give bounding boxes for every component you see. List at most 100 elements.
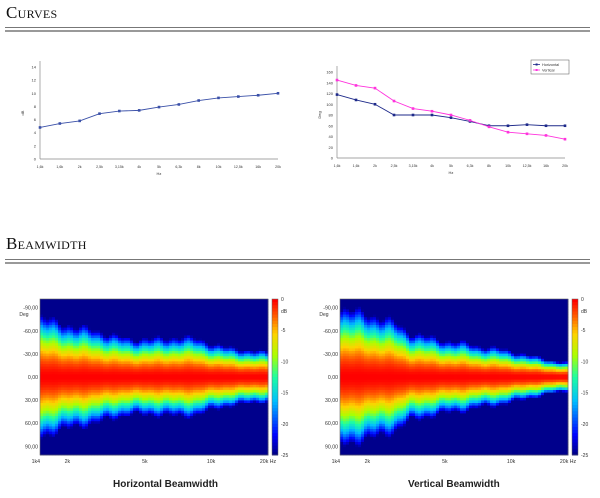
heatmap-cell	[40, 312, 44, 315]
heatmap-cell	[73, 379, 77, 383]
heatmap-cell	[127, 369, 131, 373]
heatmap-cell	[121, 335, 125, 339]
heatmap-cell	[235, 434, 239, 438]
heatmap-cell	[97, 322, 101, 326]
heatmap-cell	[160, 400, 164, 404]
heatmap-cell	[211, 395, 215, 399]
heatmap-cell	[142, 345, 146, 349]
heatmap-cell	[217, 379, 221, 383]
heatmap-cell	[82, 444, 86, 448]
heatmap-cell	[184, 374, 188, 378]
heatmap-cell	[121, 423, 125, 427]
heatmap-cell	[259, 395, 263, 399]
heatmap-cell	[181, 299, 185, 302]
heatmap-cell	[202, 390, 206, 393]
heatmap-cell	[217, 338, 221, 341]
heatmap-cell	[253, 439, 257, 443]
heatmap-cell	[235, 306, 239, 310]
heatmap-cell	[232, 366, 236, 370]
heatmap-cell	[217, 353, 221, 357]
heatmap-cell	[121, 374, 125, 378]
heatmap-cell	[73, 390, 77, 393]
heatmap-cell	[250, 426, 254, 430]
heatmap-cell	[169, 403, 173, 406]
heatmap-cell	[112, 439, 116, 443]
heatmap-cell	[184, 426, 188, 430]
heatmap-cell	[142, 353, 146, 357]
heatmap-cell	[100, 442, 104, 445]
heatmap-cell	[136, 387, 140, 391]
heatmap-cell	[73, 348, 77, 352]
heatmap-cell	[43, 382, 47, 386]
heatmap-cell	[73, 319, 77, 323]
heatmap-cell	[88, 379, 92, 383]
heatmap-cell	[184, 319, 188, 323]
heatmap-cell	[202, 332, 206, 336]
x-tick-label: 1,6k	[37, 165, 44, 169]
heatmap-cell	[157, 405, 161, 409]
heatmap-cell	[76, 403, 80, 406]
heatmap-cell	[193, 364, 197, 367]
heatmap-cell	[169, 436, 173, 440]
heatmap-cell	[52, 379, 56, 383]
heatmap-cell	[142, 429, 146, 432]
heatmap-cell	[118, 403, 122, 406]
heatmap-cell	[106, 410, 110, 414]
heatmap-cell	[88, 330, 92, 334]
heatmap-cell	[223, 418, 227, 422]
heatmap-cell	[187, 358, 191, 362]
heatmap-cell	[49, 416, 53, 419]
heatmap-cell	[97, 299, 101, 302]
heatmap-cell	[91, 442, 95, 445]
heatmap-cell	[208, 449, 212, 453]
x-tick-label: 12,5k	[523, 164, 532, 168]
heatmap-cell	[40, 348, 44, 352]
heatmap-cell	[106, 390, 110, 393]
heatmap-cell	[148, 384, 152, 388]
heatmap-cell	[157, 306, 161, 310]
y-tick-label: 100	[326, 102, 333, 107]
heatmap-cell	[340, 304, 344, 308]
heatmap-cell	[121, 429, 125, 432]
heatmap-cell	[223, 395, 227, 399]
heatmap-cell	[70, 345, 74, 349]
y-tick-label: -30,00	[23, 352, 38, 358]
heatmap-cell	[106, 366, 110, 370]
heatmap-cell	[103, 403, 107, 406]
heatmap-cell	[343, 371, 347, 375]
heatmap-cell	[64, 447, 68, 451]
heatmap-cell	[238, 332, 242, 336]
heatmap-cell	[97, 395, 101, 399]
heatmap-cell	[202, 358, 206, 362]
heatmap-cell	[265, 309, 269, 313]
heatmap-cell	[109, 358, 113, 362]
heatmap-cell	[172, 403, 176, 406]
data-point	[237, 95, 240, 98]
heatmap-cell	[115, 408, 119, 412]
heatmap-cell	[115, 429, 119, 432]
heatmap-cell	[232, 330, 236, 334]
heatmap-cell	[118, 384, 122, 388]
x-tick-label: 20k	[275, 165, 281, 169]
heatmap-cell	[256, 358, 260, 362]
heatmap-cell	[145, 353, 149, 357]
heatmap-cell	[118, 371, 122, 375]
heatmap-cell	[184, 384, 188, 388]
heatmap-cell	[85, 442, 89, 445]
heatmap-cell	[214, 319, 218, 323]
data-point	[430, 113, 434, 117]
heatmap-cell	[157, 322, 161, 326]
heatmap-cell	[235, 410, 239, 414]
heatmap-cell	[175, 306, 179, 310]
heatmap-cell	[247, 382, 251, 386]
heatmap-cell	[349, 358, 353, 362]
heatmap-cell	[223, 423, 227, 427]
heatmap-cell	[238, 377, 242, 380]
heatmap-cell	[223, 314, 227, 318]
heatmap-cell	[91, 317, 95, 321]
heatmap-cell	[115, 421, 119, 425]
heatmap-cell	[73, 317, 77, 321]
heatmap-cell	[247, 377, 251, 380]
heatmap-cell	[250, 319, 254, 323]
heatmap-cell	[250, 449, 254, 453]
